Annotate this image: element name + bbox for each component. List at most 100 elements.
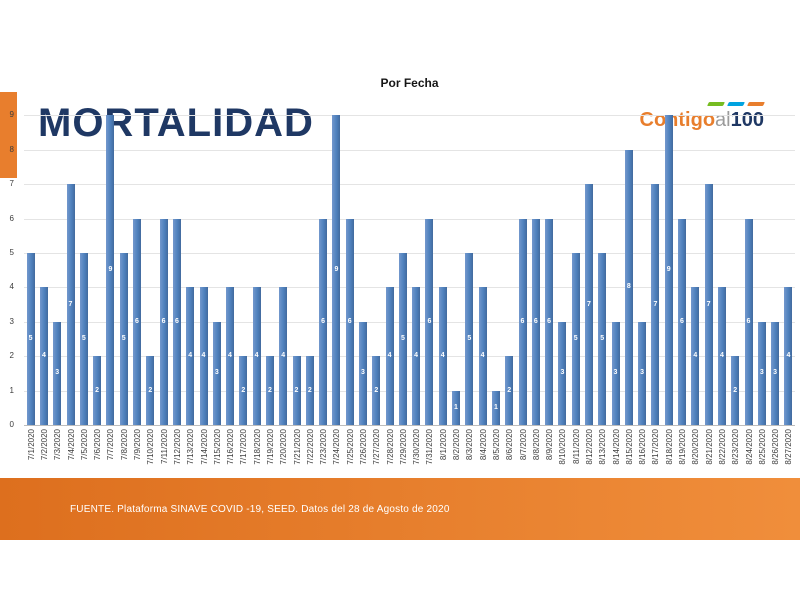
bar bbox=[53, 321, 62, 425]
bar-value-label: 6 bbox=[746, 317, 751, 325]
x-axis-label: 8/7/2020 bbox=[518, 429, 528, 461]
y-axis-tick-label: 4 bbox=[9, 282, 14, 292]
x-axis-label: 7/17/2020 bbox=[239, 429, 249, 465]
bar bbox=[531, 218, 540, 425]
bar bbox=[585, 184, 593, 425]
bar-value-label: 2 bbox=[374, 386, 379, 394]
x-axis-label: 7/14/2020 bbox=[199, 429, 209, 465]
logo-word-100: 100 bbox=[730, 109, 764, 131]
x-axis-label: 8/19/2020 bbox=[678, 429, 687, 465]
bar bbox=[425, 218, 434, 425]
x-axis-label: 7/24/2020 bbox=[332, 429, 342, 465]
bar bbox=[598, 253, 607, 425]
x-axis-label: 7/20/2020 bbox=[279, 429, 289, 465]
gridline bbox=[24, 287, 795, 289]
bar-value-label: 3 bbox=[759, 369, 764, 377]
bar bbox=[412, 287, 421, 425]
bar-value-label: 5 bbox=[28, 335, 33, 342]
bar bbox=[571, 253, 580, 425]
bar-value-label: 7 bbox=[587, 300, 591, 308]
x-axis-label: 7/21/2020 bbox=[292, 429, 302, 465]
x-axis-label: 8/26/2020 bbox=[771, 429, 781, 465]
bar-value-label: 3 bbox=[361, 369, 365, 377]
x-axis-label: 8/13/2020 bbox=[598, 429, 608, 465]
bar-value-label: 5 bbox=[121, 335, 126, 342]
bar bbox=[664, 115, 673, 425]
bar-value-label: 3 bbox=[214, 369, 219, 377]
x-axis-label: 7/3/2020 bbox=[53, 429, 63, 461]
x-axis-label: 8/1/2020 bbox=[438, 429, 448, 461]
bar-value-label: 3 bbox=[613, 369, 618, 377]
bar-value-label: 8 bbox=[626, 283, 631, 291]
bar-value-label: 2 bbox=[95, 386, 100, 394]
bar bbox=[332, 115, 341, 425]
x-axis-label: 8/20/2020 bbox=[691, 429, 701, 465]
bar bbox=[79, 253, 88, 425]
bar bbox=[744, 218, 753, 425]
bar-value-label: 6 bbox=[135, 317, 139, 325]
x-axis-label: 7/15/2020 bbox=[212, 429, 222, 465]
bar-value-label: 4 bbox=[281, 352, 286, 360]
x-axis-label: 7/30/2020 bbox=[412, 429, 422, 465]
bar-value-label: 6 bbox=[321, 317, 326, 325]
gridline bbox=[24, 321, 795, 323]
x-axis-label: 8/27/2020 bbox=[784, 429, 794, 465]
bar-value-label: 6 bbox=[547, 317, 552, 325]
bar bbox=[292, 356, 301, 425]
logo-text: Contigoal100 bbox=[640, 109, 764, 131]
x-axis-label: 8/10/2020 bbox=[558, 429, 568, 465]
x-axis-label: 8/21/2020 bbox=[704, 429, 714, 465]
bar bbox=[491, 390, 500, 425]
page-title: MORTALIDAD bbox=[38, 101, 314, 145]
bar bbox=[319, 218, 328, 425]
bar bbox=[452, 390, 460, 425]
bar-value-label: 3 bbox=[773, 369, 778, 377]
bar-value-label: 4 bbox=[188, 352, 193, 360]
bar-value-label: 7 bbox=[653, 300, 658, 308]
x-axis-label: 7/18/2020 bbox=[252, 429, 262, 465]
bar-value-label: 6 bbox=[680, 317, 684, 325]
bar bbox=[133, 218, 141, 425]
y-axis-tick-label: 2 bbox=[9, 351, 14, 361]
bar-value-label: 2 bbox=[307, 386, 312, 394]
bar bbox=[372, 356, 381, 425]
bar-value-label: 4 bbox=[387, 352, 392, 360]
x-axis-label: 8/16/2020 bbox=[638, 429, 648, 465]
bar bbox=[106, 115, 115, 425]
x-axis-label: 7/1/2020 bbox=[26, 429, 36, 461]
y-axis-tick-label: 8 bbox=[9, 144, 14, 154]
bar-value-label: 6 bbox=[520, 317, 525, 325]
bar bbox=[93, 356, 102, 425]
x-axis-label: 8/12/2020 bbox=[585, 429, 594, 465]
bar bbox=[265, 356, 274, 425]
bar-value-label: 5 bbox=[81, 335, 86, 342]
gridline bbox=[24, 253, 795, 254]
y-axis-tick-label: 0 bbox=[9, 420, 14, 429]
bar bbox=[305, 356, 314, 425]
gridline bbox=[24, 390, 795, 392]
bar-value-label: 4 bbox=[786, 352, 791, 360]
x-axis-label: 7/11/2020 bbox=[159, 429, 169, 464]
x-axis-label: 7/26/2020 bbox=[359, 429, 368, 465]
x-axis-label: 8/23/2020 bbox=[731, 429, 741, 465]
bar bbox=[678, 218, 686, 425]
bar bbox=[239, 356, 248, 425]
bar bbox=[119, 253, 128, 425]
bar bbox=[398, 253, 407, 425]
y-axis-tick-label: 9 bbox=[9, 110, 14, 120]
x-axis-label: 7/7/2020 bbox=[106, 429, 116, 461]
logo-word-contigo: Contigo bbox=[639, 109, 716, 131]
bar bbox=[345, 218, 354, 425]
x-axis-label: 8/25/2020 bbox=[757, 429, 767, 465]
gridline bbox=[24, 356, 795, 358]
x-axis-label: 7/31/2020 bbox=[425, 429, 435, 465]
x-axis-line bbox=[24, 425, 795, 426]
gridline bbox=[24, 218, 795, 220]
x-axis-label: 7/28/2020 bbox=[385, 429, 395, 465]
x-axis-label: 7/12/2020 bbox=[172, 429, 182, 465]
bar bbox=[26, 253, 35, 425]
bar bbox=[638, 321, 647, 425]
contigo-al-100-logo: Contigoal100 bbox=[640, 102, 765, 131]
y-axis-tick-label: 6 bbox=[9, 213, 14, 223]
bar bbox=[731, 356, 740, 425]
